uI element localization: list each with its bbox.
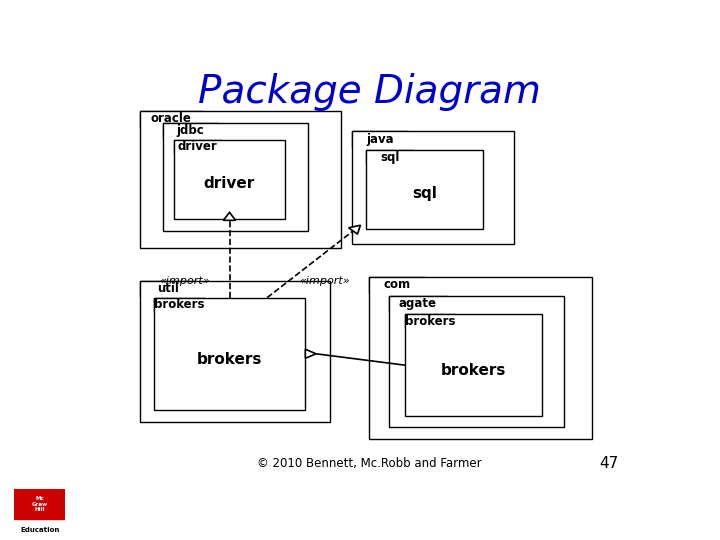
Bar [369, 277, 593, 439]
Bar [366, 150, 483, 229]
Polygon shape [348, 225, 361, 234]
Bar [154, 298, 204, 312]
Text: oracle: oracle [150, 112, 192, 125]
Bar [14, 489, 65, 519]
Bar [174, 140, 285, 219]
Text: Education: Education [20, 527, 59, 533]
Text: brokers: brokers [154, 298, 204, 311]
Bar [352, 131, 514, 244]
Text: driver: driver [204, 176, 255, 191]
Polygon shape [223, 212, 235, 220]
Bar [174, 140, 221, 154]
Bar [389, 295, 447, 312]
Text: com: com [383, 278, 410, 291]
Bar [405, 314, 542, 416]
Text: «import»: «import» [299, 276, 350, 286]
Text: 47: 47 [599, 456, 618, 471]
Bar [140, 111, 341, 248]
Bar [366, 150, 413, 164]
Text: Package Diagram: Package Diagram [197, 73, 541, 111]
Bar [369, 277, 425, 293]
Text: sql: sql [413, 186, 437, 201]
Text: © 2010 Bennett, Mc.Robb and Farmer: © 2010 Bennett, Mc.Robb and Farmer [257, 457, 481, 470]
Text: brokers: brokers [441, 363, 506, 378]
Bar [163, 123, 218, 139]
Bar [140, 281, 330, 422]
Text: util: util [157, 282, 179, 295]
Text: brokers: brokers [405, 315, 456, 328]
Text: driver: driver [178, 140, 217, 153]
Polygon shape [305, 349, 316, 359]
Text: jdbc: jdbc [176, 124, 204, 137]
Bar [154, 298, 305, 410]
Text: brokers: brokers [197, 352, 262, 367]
Text: sql: sql [380, 151, 400, 164]
Text: java: java [366, 133, 394, 146]
Text: «import»: «import» [160, 276, 210, 286]
Text: agate: agate [399, 297, 437, 310]
Bar [140, 111, 202, 127]
Bar [163, 123, 307, 231]
Bar [140, 281, 196, 297]
Bar [389, 295, 564, 427]
Text: Mc
Graw
Hill: Mc Graw Hill [32, 496, 48, 512]
Bar [405, 314, 456, 328]
Bar [352, 131, 408, 147]
